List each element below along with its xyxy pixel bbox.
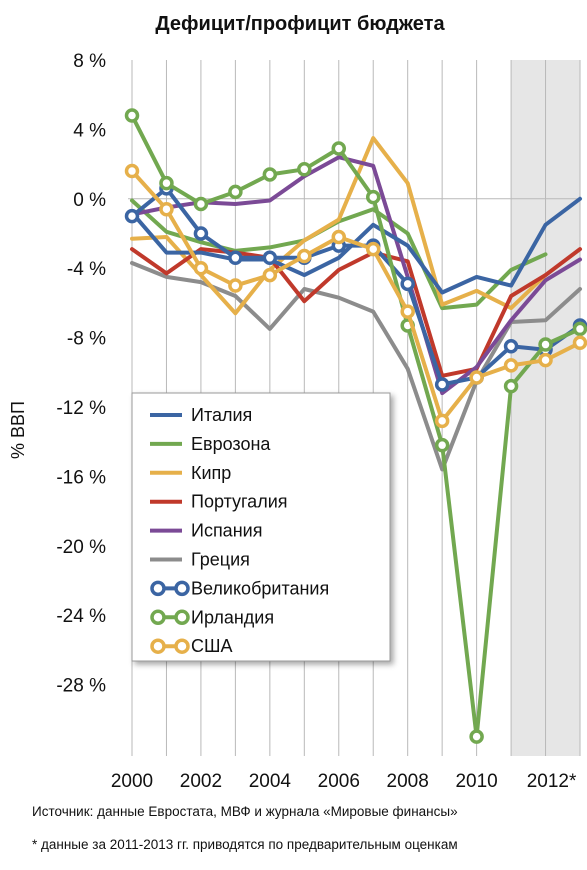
series-point xyxy=(193,226,209,241)
series-point xyxy=(124,208,140,224)
y-tick-label: -12 % xyxy=(56,398,106,419)
y-tick-label: -4 % xyxy=(67,259,106,280)
series-point xyxy=(538,337,553,352)
legend-label: Португалия xyxy=(191,492,288,512)
legend-label: Ирландия xyxy=(191,607,274,627)
series-line-4 xyxy=(130,247,582,378)
legend-marker xyxy=(174,580,190,597)
legend-label: Испания xyxy=(191,521,262,541)
legend-marker xyxy=(174,638,190,654)
y-tick-label: -16 % xyxy=(56,467,106,488)
x-tick-label: 2006 xyxy=(318,771,360,792)
series-point xyxy=(262,267,278,283)
y-axis-label: % ВВП xyxy=(8,401,28,459)
y-tick-label: -24 % xyxy=(56,606,106,627)
x-tick-label: 2012* xyxy=(527,771,577,792)
series-point xyxy=(193,260,209,276)
y-tick-label: -20 % xyxy=(56,537,106,558)
series-point xyxy=(503,378,519,394)
series-point xyxy=(262,167,278,182)
y-tick-label: 0 % xyxy=(73,190,106,211)
series-point xyxy=(228,278,243,293)
legend: Италия Еврозона Кипр Португалия Испания Греци… xyxy=(131,392,391,662)
series-point xyxy=(538,352,553,368)
x-tick-label: 2000 xyxy=(111,771,153,792)
legend-marker xyxy=(150,580,166,597)
legend-label: Еврозона xyxy=(191,434,271,454)
series-point xyxy=(331,229,347,245)
y-tick-label: -8 % xyxy=(67,329,106,350)
x-tick-label: 2002 xyxy=(180,771,222,792)
series-point xyxy=(503,358,519,373)
series-point xyxy=(331,141,347,156)
series-point xyxy=(124,163,140,179)
series-point xyxy=(297,162,312,177)
legend-marker xyxy=(150,638,166,654)
y-tick-label: -28 % xyxy=(56,676,106,697)
series-point xyxy=(572,321,587,337)
series-point xyxy=(400,304,415,319)
series-point xyxy=(469,729,484,744)
legend-label: Кипр xyxy=(191,463,231,483)
legend-label: Великобритания xyxy=(191,578,329,598)
x-tick-label: 2008 xyxy=(387,771,429,792)
x-tick-label: 2010 xyxy=(455,771,497,792)
series-point xyxy=(469,370,484,385)
source-footnote: Источник: данные Евростата, МВФ и журнал… xyxy=(32,804,458,819)
series-point xyxy=(159,201,174,217)
chart-title: Дефицит/профицит бюджета xyxy=(155,13,445,35)
series-point xyxy=(434,437,450,453)
series-point xyxy=(434,377,450,392)
series-point xyxy=(262,250,278,266)
series-point xyxy=(297,248,312,264)
legend-label: Греция xyxy=(191,550,250,570)
y-tick-label: 8 % xyxy=(73,51,106,72)
series-point xyxy=(228,184,243,200)
legend-label: США xyxy=(191,636,233,656)
series-point xyxy=(400,276,415,292)
series-point xyxy=(434,413,450,429)
series-point xyxy=(124,108,140,123)
series-point xyxy=(193,196,209,212)
series-point xyxy=(228,250,243,266)
series-point xyxy=(365,241,381,257)
y-tick-label: 4 % xyxy=(73,120,106,141)
x-tick-label: 2004 xyxy=(249,771,292,792)
legend-marker xyxy=(150,609,166,626)
legend-label: Италия xyxy=(191,405,252,425)
series-point xyxy=(365,189,381,205)
series-point xyxy=(572,335,587,351)
legend-marker xyxy=(174,609,190,626)
series-point xyxy=(503,339,519,354)
estimate-footnote: * данные за 2011-2013 гг. приводятся по … xyxy=(32,837,458,852)
series-point xyxy=(159,175,174,191)
